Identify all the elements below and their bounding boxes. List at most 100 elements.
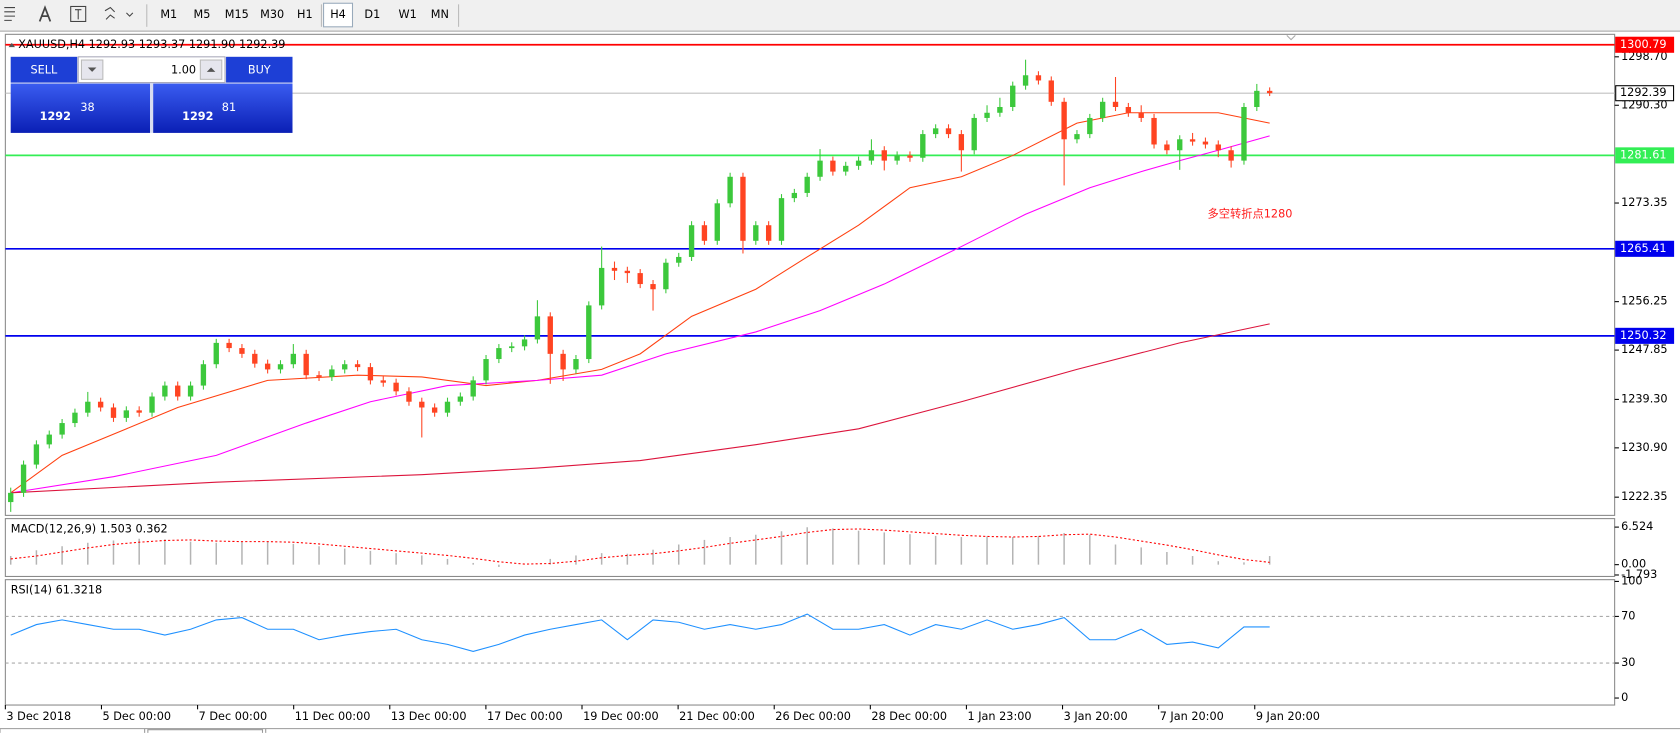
candle-body <box>547 316 553 354</box>
rsi-line <box>10 613 1270 652</box>
candle-body <box>920 134 926 158</box>
candle-body <box>1061 101 1067 140</box>
sell-button[interactable] <box>10 56 78 83</box>
candle-body <box>406 391 412 402</box>
candle-body <box>1138 112 1144 118</box>
candle-body <box>881 150 887 161</box>
time-label: 7 Jan 20:00 <box>1160 710 1224 723</box>
candle-body <box>496 348 502 360</box>
axis-label: 1290.30 <box>1621 98 1668 111</box>
candle-body <box>72 412 78 424</box>
level-label-box <box>1615 147 1675 164</box>
buy-button[interactable] <box>226 56 293 83</box>
candle-body <box>1087 117 1093 135</box>
candle-body <box>33 444 40 465</box>
rsi-panel <box>4 579 1616 706</box>
candle-body <box>611 267 618 271</box>
candle-body <box>971 117 977 151</box>
label-icon[interactable] <box>70 5 87 23</box>
candle-body <box>804 176 810 193</box>
timeframe-bar: M1 M5 M15 M30 H1 H4 D1 W1 MN <box>160 2 460 28</box>
ask-box[interactable] <box>153 83 293 133</box>
buy-label: BUY <box>248 64 271 77</box>
moving-average <box>10 135 1270 494</box>
timeframe-label: H4 <box>330 8 346 21</box>
candle-body <box>149 396 155 413</box>
candle-body <box>329 369 335 377</box>
timeframe-button[interactable] <box>323 2 354 28</box>
candle-body <box>791 192 798 199</box>
candle-body <box>521 339 528 347</box>
candle-body <box>932 128 939 135</box>
macd-signal <box>10 528 1270 565</box>
time-label: 3 Dec 2018 <box>6 710 71 723</box>
timeframe-label: M15 <box>225 8 249 21</box>
axis-label: 1298.70 <box>1621 50 1668 63</box>
axis-label: 0 <box>1621 691 1628 704</box>
candle-body <box>1177 139 1183 151</box>
candle-body <box>843 165 849 172</box>
candle-body <box>277 364 284 370</box>
shapes-icon[interactable] <box>104 6 134 20</box>
level-label-box <box>1615 240 1675 257</box>
candle-body <box>573 359 579 370</box>
header-icon <box>8 42 15 48</box>
candle-body <box>1189 139 1196 142</box>
candle-body <box>1164 144 1170 151</box>
axis-label: 1230.90 <box>1621 441 1668 454</box>
axis-label: 70 <box>1621 609 1635 622</box>
time-label: 9 Jan 20:00 <box>1256 710 1320 723</box>
timeframe-label: M30 <box>260 8 284 21</box>
text-icon[interactable] <box>38 5 52 22</box>
timeframe-label: H1 <box>297 8 313 21</box>
candle-body <box>136 410 142 413</box>
time-label: 7 Dec 00:00 <box>199 710 267 723</box>
candle-body <box>1254 90 1260 107</box>
candle-body <box>560 353 566 370</box>
bid-big: 1292 <box>40 110 71 123</box>
candle-body <box>984 112 990 118</box>
menu-icon[interactable] <box>4 7 15 21</box>
candle-body <box>945 128 952 135</box>
axis-label: -1.793 <box>1621 568 1657 581</box>
candle-body <box>701 225 708 241</box>
candle-body <box>1202 141 1209 145</box>
candle-body <box>817 160 823 177</box>
candle-body <box>534 316 541 340</box>
candle-body <box>894 155 900 161</box>
candle-body <box>20 464 27 493</box>
candle-body <box>1035 75 1042 81</box>
candle-body <box>264 363 271 370</box>
axis-label: 6.524 <box>1621 520 1653 533</box>
candle-body <box>483 359 489 381</box>
candle-body <box>509 346 515 349</box>
time-label: 21 Dec 00:00 <box>679 710 755 723</box>
candle-body <box>1112 101 1119 107</box>
candle-body <box>444 401 451 413</box>
axis-label: 100 <box>1621 574 1642 587</box>
toolbar-icons <box>4 4 148 27</box>
up-arrow <box>206 67 216 72</box>
candle-body <box>688 225 695 257</box>
time-label: 5 Dec 00:00 <box>103 710 172 723</box>
candle-body <box>1022 75 1029 86</box>
tabs <box>0 728 267 733</box>
label-icon-glyph <box>75 9 82 20</box>
level-label: 1250.32 <box>1620 329 1667 342</box>
timeframe-label: D1 <box>364 8 380 21</box>
bid-box[interactable] <box>10 83 151 133</box>
time-label: 19 Dec 00:00 <box>583 710 659 723</box>
candle-body <box>1241 106 1247 161</box>
toolbar <box>0 0 1680 32</box>
level-label: 1292.39 <box>1620 86 1667 99</box>
candle-body <box>342 364 348 370</box>
time-label: 28 Dec 00:00 <box>871 710 947 723</box>
candle-body <box>213 342 219 365</box>
time-label: 11 Dec 00:00 <box>295 710 371 723</box>
candle-body <box>830 160 836 172</box>
candle-body <box>162 385 168 397</box>
candle-body <box>753 225 759 241</box>
ask-big: 1292 <box>182 110 213 123</box>
axis-label: 1247.85 <box>1621 343 1668 356</box>
